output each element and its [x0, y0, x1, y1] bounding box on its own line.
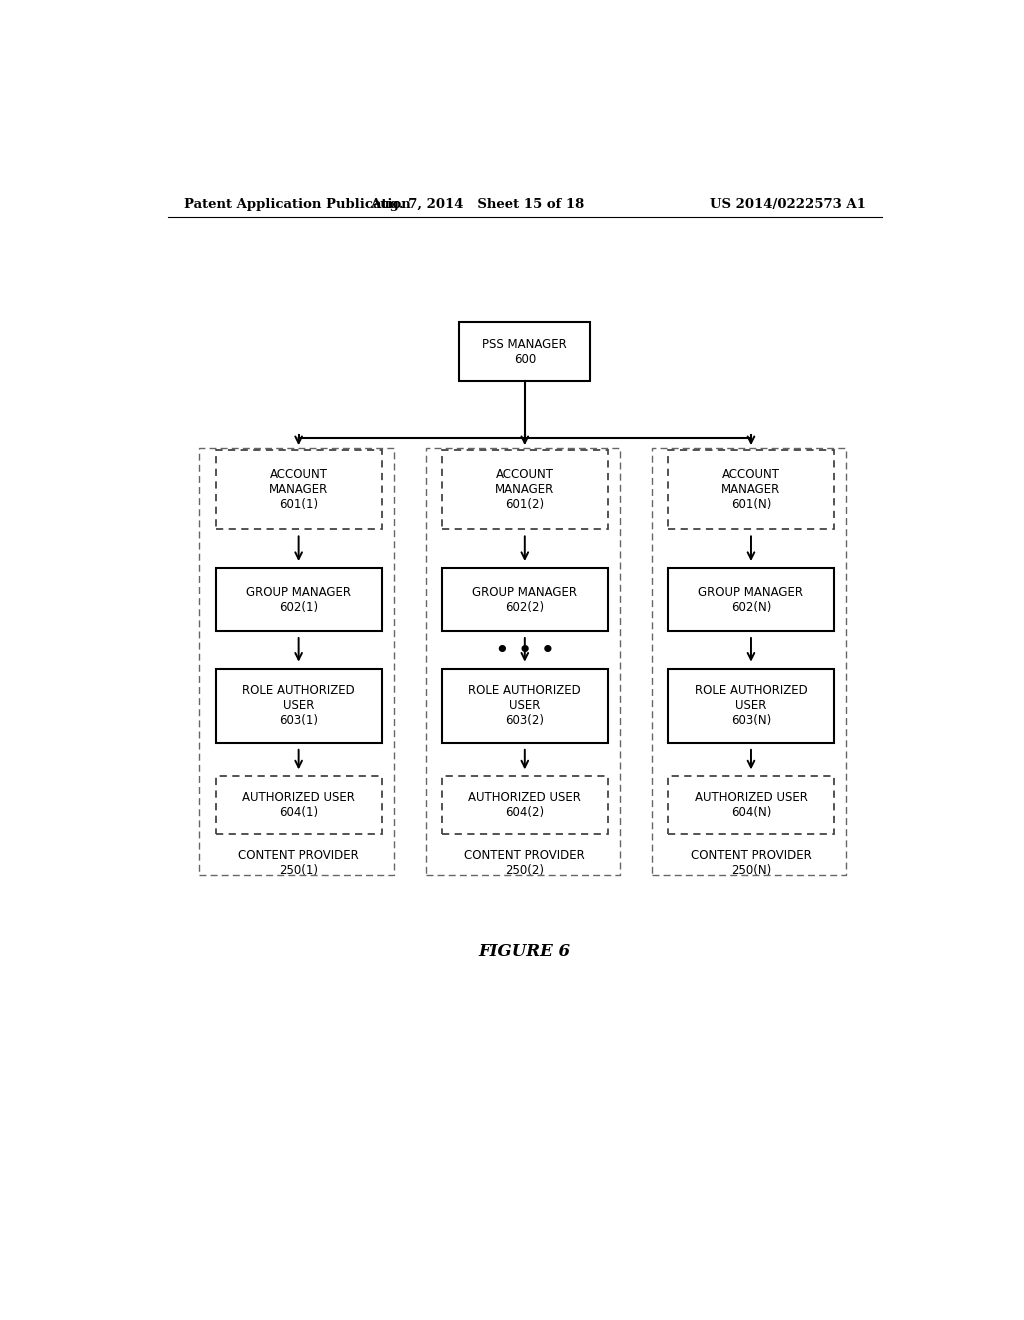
Text: CONTENT PROVIDER
250(N): CONTENT PROVIDER 250(N) [690, 849, 811, 876]
Bar [442, 776, 607, 834]
Bar [442, 568, 607, 631]
Text: ACCOUNT
MANAGER
601(2): ACCOUNT MANAGER 601(2) [496, 469, 554, 511]
Bar [200, 447, 394, 875]
Text: CONTENT PROVIDER
250(1): CONTENT PROVIDER 250(1) [239, 849, 359, 876]
Text: ROLE AUTHORIZED
USER
603(1): ROLE AUTHORIZED USER 603(1) [243, 684, 355, 727]
Text: ACCOUNT
MANAGER
601(N): ACCOUNT MANAGER 601(N) [721, 469, 780, 511]
Text: Patent Application Publication: Patent Application Publication [183, 198, 411, 211]
Text: ROLE AUTHORIZED
USER
603(N): ROLE AUTHORIZED USER 603(N) [694, 684, 807, 727]
Bar [668, 568, 834, 631]
Bar [668, 776, 834, 834]
Text: ACCOUNT
MANAGER
601(1): ACCOUNT MANAGER 601(1) [269, 469, 329, 511]
Text: AUTHORIZED USER
604(1): AUTHORIZED USER 604(1) [243, 791, 355, 820]
Bar [426, 447, 621, 875]
Bar [460, 322, 590, 381]
Text: AUTHORIZED USER
604(2): AUTHORIZED USER 604(2) [468, 791, 582, 820]
Text: GROUP MANAGER
602(2): GROUP MANAGER 602(2) [472, 586, 578, 614]
Bar [442, 669, 607, 743]
Text: US 2014/0222573 A1: US 2014/0222573 A1 [711, 198, 866, 211]
Text: AUTHORIZED USER
604(N): AUTHORIZED USER 604(N) [694, 791, 807, 820]
Bar [442, 450, 607, 529]
Text: GROUP MANAGER
602(N): GROUP MANAGER 602(N) [698, 586, 804, 614]
Bar [668, 450, 834, 529]
Bar [216, 669, 382, 743]
Bar [668, 669, 834, 743]
Text: • • •: • • • [495, 639, 555, 664]
Text: Aug. 7, 2014   Sheet 15 of 18: Aug. 7, 2014 Sheet 15 of 18 [370, 198, 585, 211]
Text: ROLE AUTHORIZED
USER
603(2): ROLE AUTHORIZED USER 603(2) [468, 684, 582, 727]
Bar [652, 447, 846, 875]
Bar [216, 776, 382, 834]
Bar [216, 568, 382, 631]
Text: FIGURE 6: FIGURE 6 [479, 942, 570, 960]
Text: PSS MANAGER
600: PSS MANAGER 600 [482, 338, 567, 366]
Bar [216, 450, 382, 529]
Text: GROUP MANAGER
602(1): GROUP MANAGER 602(1) [246, 586, 351, 614]
Text: CONTENT PROVIDER
250(2): CONTENT PROVIDER 250(2) [465, 849, 585, 876]
